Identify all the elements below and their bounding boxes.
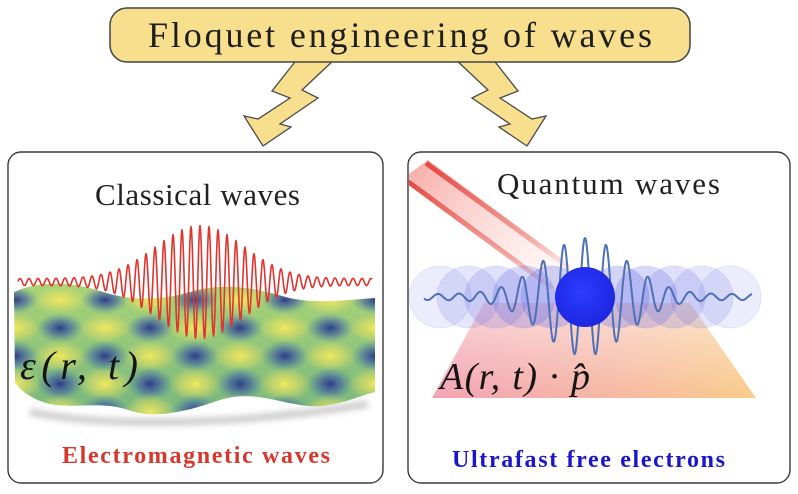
- surface-crest: [123, 340, 177, 372]
- surface-crest: [213, 340, 267, 372]
- electron-wavefunction: [423, 237, 753, 356]
- surface-trough: [261, 340, 309, 372]
- surface-trough: [216, 367, 264, 401]
- title-banner-box: [109, 7, 691, 63]
- surface-trough: [126, 367, 174, 401]
- surface-trough: [36, 313, 84, 343]
- surface-trough: [351, 340, 375, 372]
- left-lightning-arrow: [242, 57, 338, 147]
- electromagnetic-wave-packet: [17, 224, 373, 340]
- classical-panel-title: Classical waves: [95, 177, 300, 212]
- surface-crest: [258, 313, 312, 343]
- surface-trough: [216, 313, 264, 343]
- surface-crest: [33, 286, 87, 314]
- surface-trough: [14, 340, 39, 372]
- surface-crest: [78, 367, 132, 401]
- electron-cloud-circle: [670, 265, 734, 329]
- figure-title: Floquet engineering of waves: [148, 15, 652, 55]
- surface-crest: [348, 367, 375, 401]
- right-lightning-arrow: [452, 57, 548, 147]
- laser-beam-glow: [409, 160, 572, 290]
- surface-crest: [78, 313, 132, 343]
- surface-trough: [306, 367, 354, 401]
- surface-crest: [348, 313, 375, 343]
- laser-beam-edge-lower: [409, 177, 554, 291]
- interaction-hamiltonian-label: A(r, t) · p̂: [437, 356, 590, 398]
- surface-crest: [123, 394, 177, 415]
- title-banner: Floquet engineering of waves: [109, 7, 691, 63]
- surface-crest: [33, 340, 87, 372]
- surface-crest: [168, 367, 222, 401]
- quantum-panel-artwork: [409, 160, 762, 407]
- laser-beam-edge-upper: [424, 160, 572, 271]
- surface-trough: [36, 367, 84, 401]
- electron-cloud-circle: [436, 265, 500, 329]
- surface-shadow: [29, 400, 369, 427]
- surface-trough: [306, 313, 354, 343]
- surface-trough: [126, 313, 174, 343]
- laser-beam: [409, 160, 572, 291]
- electron-cloud-circle: [698, 265, 762, 329]
- surface-crest: [14, 313, 42, 343]
- surface-trough: [14, 286, 39, 314]
- surface-crest: [258, 367, 312, 401]
- quantum-waves-panel: Quantum waves A(r, t) · p̂ Ultrafast fre…: [407, 151, 791, 484]
- free-electron: [555, 267, 615, 327]
- electron-cloud-circle: [409, 265, 472, 329]
- classical-waves-panel: Classical waves ε(r, t) Electromagnetic …: [7, 151, 384, 484]
- classical-panel-caption: Electromagnetic waves: [62, 443, 330, 469]
- surface-crest: [303, 340, 357, 372]
- quantum-panel-caption: Ultrafast free electrons: [452, 447, 725, 473]
- surface-crest: [213, 286, 267, 314]
- quantum-panel-title: Quantum waves: [497, 166, 720, 201]
- surface-trough: [171, 340, 219, 372]
- surface-trough: [81, 340, 129, 372]
